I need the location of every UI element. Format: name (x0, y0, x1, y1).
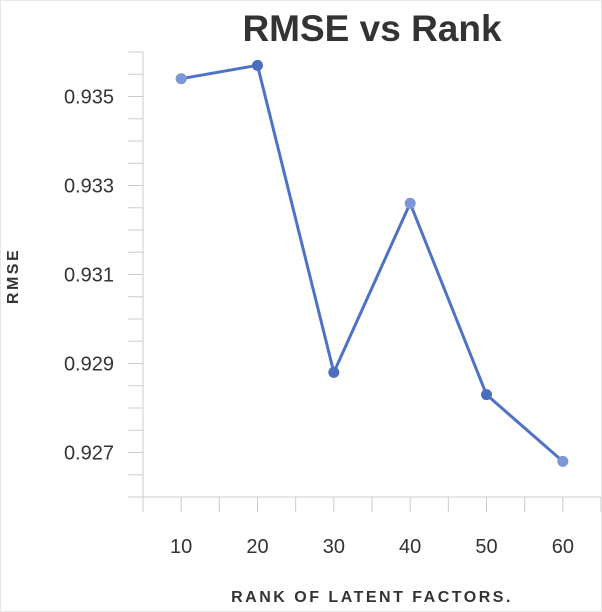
data-point[interactable] (328, 366, 340, 378)
y-tick-label: 0.927 (64, 443, 114, 465)
x-tick-label: 60 (552, 536, 574, 558)
x-axis-title: RANK OF LATENT FACTORS. (231, 589, 513, 606)
y-axis: 0.935 0.933 0.931 0.929 0.927 (64, 51, 144, 498)
x-tick-label: 40 (399, 536, 421, 558)
y-tick-label: 0.933 (64, 176, 114, 198)
chart-title: RMSE vs Rank (242, 8, 502, 49)
data-point[interactable] (481, 389, 492, 401)
data-point[interactable] (557, 455, 569, 467)
series-line (179, 63, 565, 463)
x-tick-label: 30 (323, 536, 345, 558)
y-tick-label: 0.935 (64, 87, 114, 109)
y-tick-label: 0.929 (64, 354, 114, 376)
y-axis-title: RMSE (5, 248, 22, 304)
data-point[interactable] (175, 73, 187, 85)
x-tick-label: 20 (246, 536, 268, 558)
y-tick-label: 0.931 (64, 265, 114, 287)
x-axis: 10 20 30 40 50 60 (142, 496, 602, 558)
series-layer (175, 59, 569, 467)
x-tick-label: 10 (170, 536, 192, 558)
x-tick-label: 50 (475, 536, 497, 558)
data-point[interactable] (252, 59, 263, 71)
data-point[interactable] (404, 197, 416, 209)
